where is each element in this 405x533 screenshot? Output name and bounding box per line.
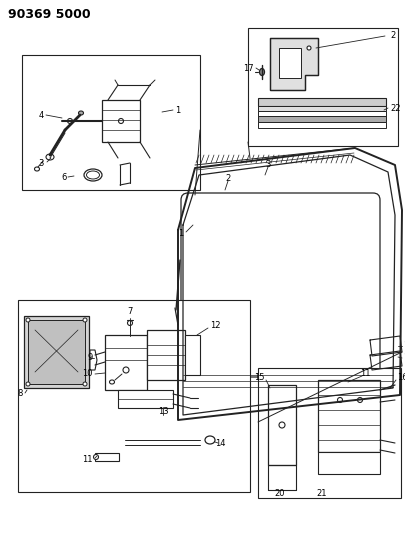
Text: 15: 15 bbox=[254, 374, 264, 383]
Bar bbox=[257, 98, 385, 106]
Bar bbox=[267, 385, 295, 465]
Ellipse shape bbox=[34, 167, 39, 171]
Bar bbox=[118, 390, 173, 408]
Text: 8: 8 bbox=[17, 389, 23, 398]
Bar bbox=[105, 335, 147, 390]
Bar bbox=[95, 453, 119, 461]
Text: 10: 10 bbox=[82, 369, 93, 378]
Ellipse shape bbox=[83, 382, 87, 386]
Ellipse shape bbox=[26, 318, 30, 322]
Text: 4: 4 bbox=[38, 110, 44, 119]
FancyBboxPatch shape bbox=[181, 193, 379, 377]
Ellipse shape bbox=[306, 46, 310, 50]
Text: 22: 22 bbox=[389, 103, 399, 112]
Text: 3: 3 bbox=[38, 158, 44, 167]
Bar bbox=[247, 28, 397, 146]
Text: 17: 17 bbox=[243, 63, 254, 72]
Ellipse shape bbox=[205, 436, 215, 444]
Bar bbox=[257, 106, 385, 111]
Text: 7: 7 bbox=[127, 307, 132, 316]
Bar bbox=[18, 300, 249, 492]
Text: 2: 2 bbox=[225, 174, 230, 182]
Ellipse shape bbox=[259, 69, 264, 76]
Text: 13: 13 bbox=[157, 408, 168, 416]
Bar bbox=[317, 380, 379, 452]
Ellipse shape bbox=[83, 318, 87, 322]
Bar bbox=[147, 330, 185, 380]
Text: 12: 12 bbox=[209, 321, 220, 330]
Polygon shape bbox=[90, 350, 97, 370]
Text: 11: 11 bbox=[359, 369, 369, 378]
Bar bbox=[257, 122, 385, 128]
Text: 1: 1 bbox=[177, 229, 183, 238]
Text: 18: 18 bbox=[402, 342, 405, 351]
Ellipse shape bbox=[123, 367, 129, 373]
Bar bbox=[278, 48, 300, 78]
Ellipse shape bbox=[67, 118, 72, 124]
Ellipse shape bbox=[46, 154, 54, 160]
Text: 90369 5000: 90369 5000 bbox=[8, 7, 90, 20]
Bar bbox=[317, 452, 379, 474]
Bar bbox=[28, 320, 85, 384]
Text: 16: 16 bbox=[396, 374, 405, 383]
Ellipse shape bbox=[26, 382, 30, 386]
Text: 3: 3 bbox=[264, 159, 270, 168]
Ellipse shape bbox=[84, 169, 102, 181]
Bar bbox=[102, 100, 140, 142]
Text: 2: 2 bbox=[389, 30, 394, 39]
Text: 20: 20 bbox=[274, 489, 285, 498]
Text: 14: 14 bbox=[214, 439, 225, 448]
Text: 19: 19 bbox=[402, 353, 405, 362]
Text: 11: 11 bbox=[82, 456, 93, 464]
Text: 9: 9 bbox=[87, 353, 93, 362]
Ellipse shape bbox=[86, 171, 99, 179]
Bar bbox=[24, 316, 89, 388]
Bar bbox=[257, 111, 385, 116]
Ellipse shape bbox=[93, 455, 98, 459]
Ellipse shape bbox=[109, 380, 114, 384]
Text: 21: 21 bbox=[316, 489, 326, 498]
Bar bbox=[257, 368, 400, 498]
Bar bbox=[185, 335, 200, 375]
Ellipse shape bbox=[127, 320, 132, 326]
Ellipse shape bbox=[118, 118, 123, 124]
Ellipse shape bbox=[78, 111, 83, 115]
Polygon shape bbox=[269, 38, 317, 90]
Ellipse shape bbox=[357, 398, 362, 402]
Ellipse shape bbox=[337, 398, 342, 402]
Text: 1: 1 bbox=[175, 106, 180, 115]
Text: 6: 6 bbox=[62, 173, 67, 182]
Bar bbox=[257, 116, 385, 122]
Bar bbox=[22, 55, 200, 190]
Ellipse shape bbox=[278, 422, 284, 428]
